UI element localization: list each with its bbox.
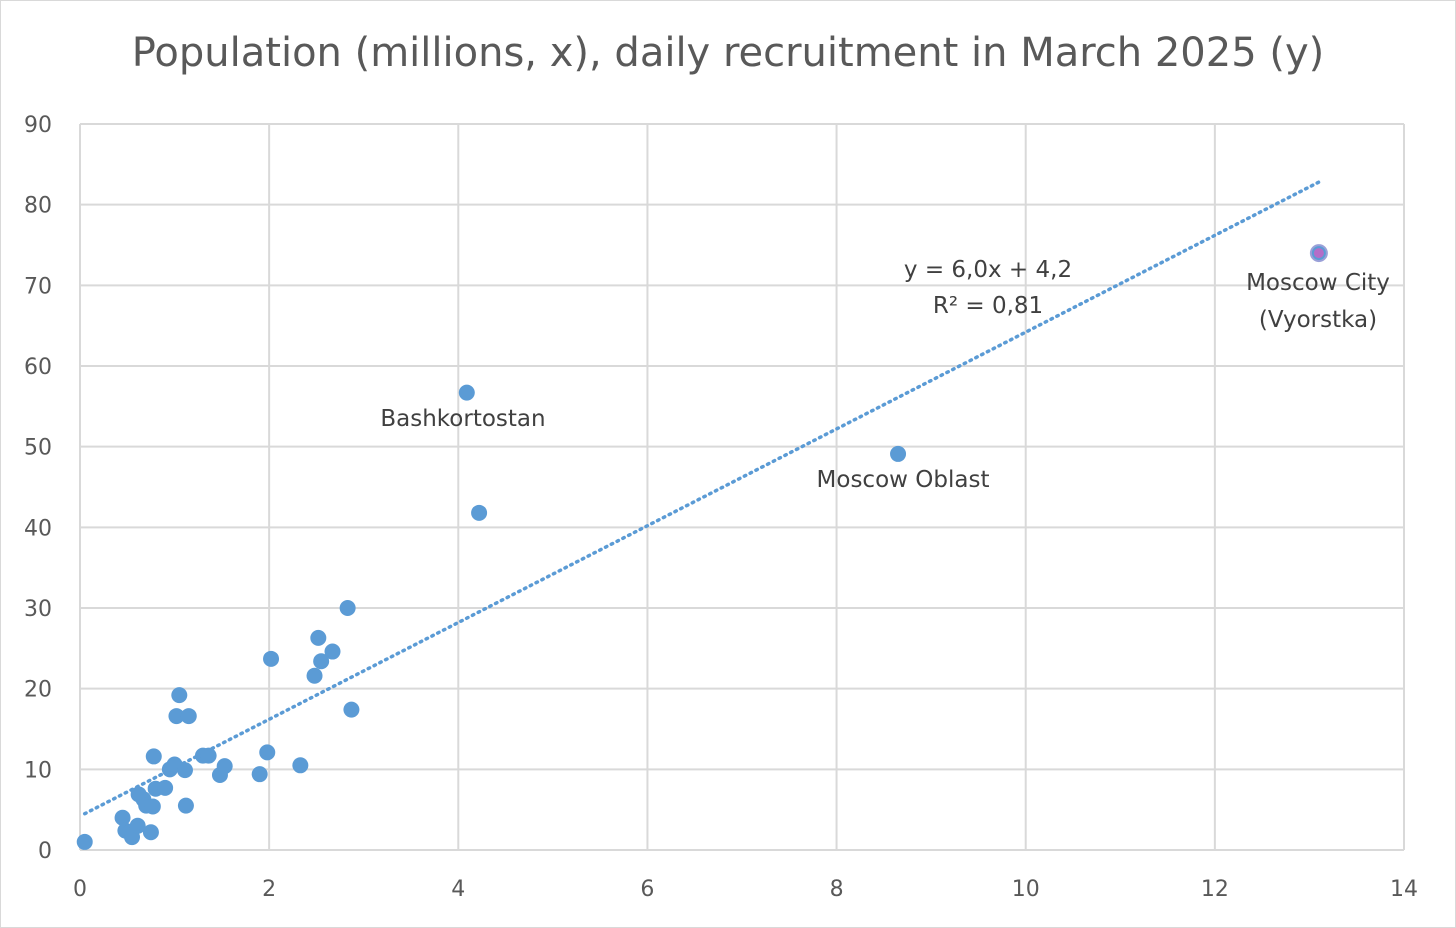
label-bashkortostan: Bashkortostan	[380, 406, 545, 432]
data-point	[171, 687, 188, 704]
trendline-layer	[82, 180, 1321, 816]
data-point	[263, 650, 280, 667]
data-point	[310, 629, 327, 646]
y-tick-label: 0	[38, 839, 52, 864]
trendline	[82, 180, 1321, 816]
data-point	[168, 708, 185, 725]
label-vyorstka: (Vyorstka)	[1259, 307, 1377, 333]
data-point	[292, 757, 309, 774]
data-point	[458, 384, 475, 401]
y-tick-label: 40	[24, 516, 52, 541]
data-point	[343, 701, 360, 718]
x-tick-label: 4	[451, 877, 465, 902]
y-tick-label: 70	[24, 274, 52, 299]
y-tick-label: 50	[24, 436, 52, 461]
data-point	[216, 758, 233, 775]
label-moscow-city: Moscow City	[1246, 270, 1390, 296]
grid	[79, 123, 1405, 851]
y-tick-label: 20	[24, 678, 52, 703]
x-tick-label: 8	[830, 877, 844, 902]
axis-labels: 0 2 4 6 8 10 12 14 0 10 20 30 40 50 60 70 80 90	[24, 113, 1418, 902]
x-tick-label: 12	[1201, 877, 1229, 902]
x-tick-label: 10	[1012, 877, 1040, 902]
x-tick-label: 0	[73, 877, 87, 902]
data-point	[324, 643, 341, 660]
data-point	[76, 833, 93, 850]
trendline-r-squared: R² = 0,81	[933, 293, 1043, 319]
data-point	[157, 779, 174, 796]
data-point	[142, 824, 159, 841]
data-point	[177, 797, 194, 814]
trendline-equation: y = 6,0x + 4,2	[904, 257, 1072, 283]
x-tick-label: 14	[1390, 877, 1418, 902]
data-point	[180, 708, 197, 725]
data-points	[76, 244, 1328, 850]
data-point	[145, 748, 162, 765]
data-point-highlight	[1313, 248, 1324, 259]
data-point	[176, 762, 193, 779]
y-tick-label: 90	[24, 113, 52, 138]
data-point	[339, 600, 356, 616]
data-point	[200, 747, 217, 764]
chart-title: Population (millions, x), daily recruitm…	[131, 30, 1325, 76]
data-point	[313, 653, 330, 670]
y-tick-label: 10	[24, 758, 52, 783]
data-point	[471, 504, 488, 521]
data-point	[129, 817, 146, 834]
data-point	[306, 667, 323, 684]
y-tick-label: 60	[24, 355, 52, 380]
y-tick-label: 30	[24, 597, 52, 622]
x-tick-label: 6	[640, 877, 654, 902]
data-point	[114, 809, 131, 826]
label-moscow-oblast: Moscow Oblast	[817, 467, 990, 493]
data-point	[890, 445, 907, 462]
annotations: y = 6,0x + 4,2 R² = 0,81 Bashkortostan M…	[380, 257, 1390, 493]
y-tick-label: 80	[24, 194, 52, 219]
data-point	[144, 798, 161, 815]
data-point	[259, 744, 276, 761]
x-tick-label: 2	[262, 877, 276, 902]
data-point	[251, 766, 268, 783]
